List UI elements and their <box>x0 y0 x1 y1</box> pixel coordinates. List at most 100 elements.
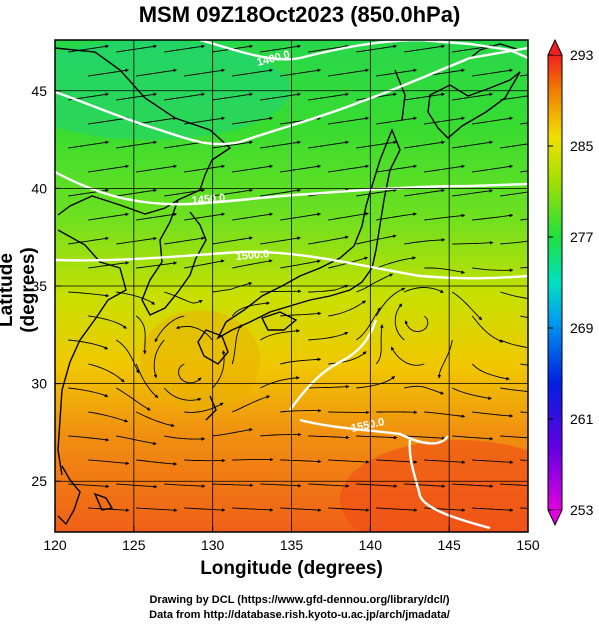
wind-streamline <box>232 164 273 173</box>
wind-streamline <box>376 410 418 415</box>
wind-streamline <box>260 92 301 101</box>
wind-streamline <box>500 95 528 101</box>
wind-streamline <box>116 236 157 245</box>
wind-streamline <box>136 315 147 355</box>
x-tick-label: 135 <box>280 537 304 553</box>
wind-streamline <box>280 212 321 221</box>
wind-streamline <box>280 68 321 77</box>
wind-streamline <box>212 92 253 101</box>
wind-streamline <box>308 331 349 341</box>
x-axis-label: Longitude (degrees) <box>200 558 383 579</box>
colorbar-top-arrow <box>547 38 563 56</box>
wind-streamline <box>520 459 528 461</box>
wind-streamline <box>404 385 445 395</box>
wind-streamline <box>500 435 528 439</box>
x-axis-ticks: 120 125 130 135 140 145 150 <box>43 526 540 553</box>
wind-streamline <box>472 213 514 221</box>
lat-lon-grid <box>55 40 528 532</box>
wind-streamline <box>452 435 494 441</box>
wind-streamline <box>308 140 349 149</box>
y-axis-ticks: 25 30 35 40 45 <box>31 83 61 489</box>
wind-streamline <box>308 483 350 488</box>
wind-streamline <box>500 240 528 245</box>
wind-streamline <box>212 140 253 149</box>
wind-streamline <box>212 236 253 245</box>
wind-streamline <box>308 44 349 53</box>
wind-streamline <box>424 116 465 125</box>
wind-streamline <box>116 188 157 197</box>
wind-streamline <box>88 315 127 329</box>
wind-streamline <box>376 507 418 512</box>
y-axis-label: Latitude (degrees) <box>0 247 39 333</box>
wind-streamline <box>136 212 177 221</box>
wind-streamline <box>232 68 273 77</box>
wind-streamline <box>472 267 514 273</box>
wind-streamline <box>404 315 429 333</box>
wind-streamline <box>520 74 528 77</box>
wind-streamline <box>404 483 446 488</box>
wind-streamline <box>404 92 445 101</box>
x-tick-label: 120 <box>43 537 67 553</box>
credit-dcl: Drawing by DCL (https://www.gfd-dennou.o… <box>149 594 450 606</box>
wind-streamline <box>88 164 129 173</box>
cool-region <box>55 40 290 140</box>
wind-streamline <box>68 236 109 245</box>
wind-streamline <box>164 92 205 101</box>
wind-streamline <box>136 459 178 466</box>
wind-streamline <box>424 164 465 173</box>
wind-streamline <box>520 266 528 269</box>
wind-streamline <box>356 376 396 389</box>
wind-streamline <box>260 236 301 245</box>
wind-streamline <box>452 483 494 488</box>
wind-streamline <box>328 300 367 317</box>
wind-streamline <box>308 384 350 389</box>
wind-streamline <box>184 68 225 77</box>
wind-streamline <box>356 307 381 341</box>
wind-streamline <box>356 435 398 440</box>
wind-streamline <box>184 259 225 269</box>
wind-streamline <box>520 507 528 509</box>
x-tick-label: 130 <box>201 537 225 553</box>
wind-streamline <box>328 351 367 365</box>
wind-streamline <box>232 259 273 269</box>
wind-streamline <box>404 435 446 440</box>
contour-label-1450: 1450.0 <box>191 192 226 207</box>
wind-streamline <box>308 92 349 101</box>
wind-streamline <box>68 435 110 442</box>
wind-streamline <box>164 291 203 304</box>
wind-streamline <box>308 284 349 293</box>
wind-streamline <box>452 240 494 245</box>
wind-streamline <box>136 411 175 428</box>
wind-streamline <box>452 140 493 149</box>
wind-streamline <box>135 363 159 399</box>
wind-streamline <box>164 44 205 53</box>
wind-streamline <box>376 212 417 221</box>
wind-streamline <box>404 287 444 293</box>
wind-streamline <box>356 273 394 293</box>
wind-streamline <box>231 324 242 365</box>
wind-streamline <box>116 44 157 53</box>
colorbar-tick-label: 293 <box>570 47 594 63</box>
wind-streamline <box>116 435 157 446</box>
wind-streamline <box>154 315 185 343</box>
wind-streamline <box>184 212 225 221</box>
wind-streamline <box>232 507 274 512</box>
wind-streamline <box>184 507 226 512</box>
wind-streamline <box>88 363 125 383</box>
wind-streamline <box>280 507 322 512</box>
wind-streamline <box>376 164 417 173</box>
colorbar-tick-label: 285 <box>570 138 594 154</box>
wind-streamline <box>164 236 205 245</box>
wind-streamline <box>280 357 322 365</box>
wind-streamline <box>260 140 301 149</box>
wind-streamline <box>424 459 466 464</box>
wind-streamline <box>164 435 206 441</box>
wind-streamline <box>520 363 528 366</box>
wind-streamline <box>520 170 528 173</box>
wind-streamline <box>88 459 130 466</box>
contour-label-1500: 1500.0 <box>235 248 270 263</box>
y-tick-label: 35 <box>31 278 47 294</box>
wind-streamline <box>520 218 528 221</box>
wind-streamline <box>356 483 398 488</box>
wind-streamline <box>163 387 202 402</box>
